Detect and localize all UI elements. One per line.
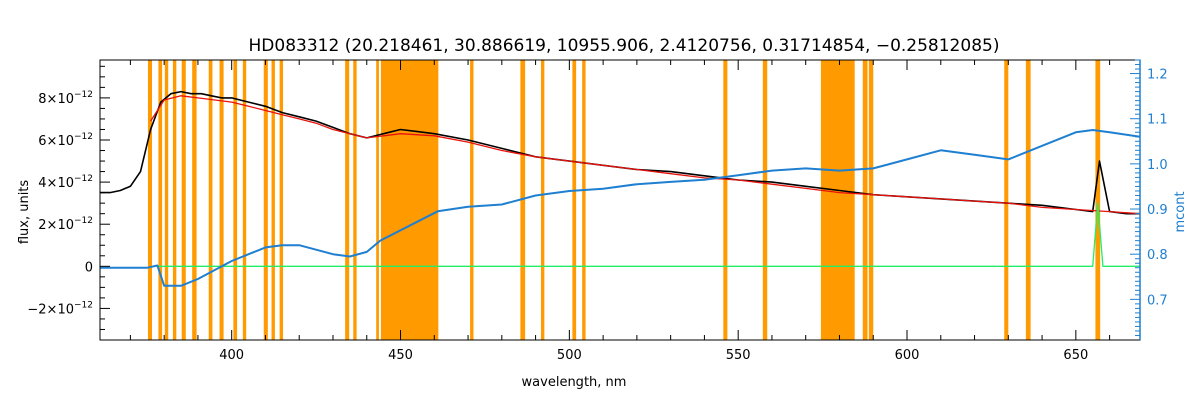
masked-region <box>470 60 474 340</box>
masked-region <box>380 60 439 340</box>
masked-region <box>353 60 357 340</box>
y2-tick-label: 0.7 <box>1147 293 1168 308</box>
model-series <box>150 95 1141 215</box>
x-axis: 400 450 500 550 600 650 <box>129 60 1111 363</box>
masked-region <box>1004 60 1009 340</box>
masked-region <box>181 60 186 340</box>
y-axis: −2×10−12 0 2×10−12 4×10−12 6×10−12 8×10−12 <box>27 65 110 330</box>
masked-region <box>376 60 379 340</box>
series-group <box>100 90 1141 287</box>
masked-region <box>540 60 545 340</box>
masked-region <box>233 60 238 340</box>
x-tick-label: 450 <box>388 348 413 363</box>
masked-region <box>572 60 577 340</box>
mcont-series <box>100 129 1141 287</box>
residual-series <box>157 202 1140 267</box>
x-axis-label: wavelength, nm <box>522 375 627 390</box>
y2-tick-label: 0.8 <box>1147 248 1168 263</box>
x-tick-label: 500 <box>557 348 582 363</box>
masked-region <box>520 60 526 340</box>
masked-region <box>147 60 152 340</box>
masked-region <box>242 60 247 340</box>
x-tick-label: 650 <box>1063 348 1088 363</box>
x-tick-label: 400 <box>219 348 244 363</box>
masked-region <box>723 60 728 340</box>
x-tick-label: 600 <box>895 348 920 363</box>
y-tick-label: 0 <box>85 260 93 275</box>
masked-region <box>263 60 268 340</box>
masked-region <box>345 60 350 340</box>
y-tick-label: 4×10−12 <box>38 174 93 191</box>
masked-region <box>1095 60 1101 340</box>
masked-region <box>868 60 874 340</box>
y-axis-label: flux, units <box>17 180 32 245</box>
masked-region <box>762 60 768 340</box>
x-tick-label: 550 <box>726 348 751 363</box>
masked-region <box>582 60 586 340</box>
masked-region <box>208 60 213 340</box>
masked-region <box>279 60 284 340</box>
plot-frame <box>99 59 1141 341</box>
y2-tick-label: 1.2 <box>1147 68 1168 83</box>
masked-region <box>1025 60 1031 340</box>
chart-title: HD083312 (20.218461, 30.886619, 10955.90… <box>249 36 1000 56</box>
masked-region <box>271 60 275 340</box>
y-tick-label: 6×10−12 <box>38 132 93 149</box>
observed-series <box>100 90 1140 215</box>
masked-region <box>158 60 163 340</box>
y-tick-label: 2×10−12 <box>38 216 93 233</box>
masked-region <box>862 60 868 340</box>
masked-regions <box>147 60 1101 340</box>
masked-region <box>164 60 169 340</box>
masked-region <box>820 60 855 340</box>
y-tick-label: 8×10−12 <box>38 90 93 107</box>
y2-tick-label: 1.1 <box>1147 113 1168 128</box>
masked-region <box>219 60 224 340</box>
y2-tick-label: 1.0 <box>1147 158 1168 173</box>
y-tick-label: −2×10−12 <box>27 300 93 317</box>
right-y-axis: 0.7 0.8 0.9 1.0 1.1 1.2 <box>1130 59 1168 336</box>
masked-region <box>172 60 177 340</box>
right-y-axis-label: mcont <box>1173 191 1188 232</box>
y2-tick-label: 0.9 <box>1147 203 1168 218</box>
masked-region <box>192 60 197 340</box>
plot-border <box>99 59 1141 341</box>
